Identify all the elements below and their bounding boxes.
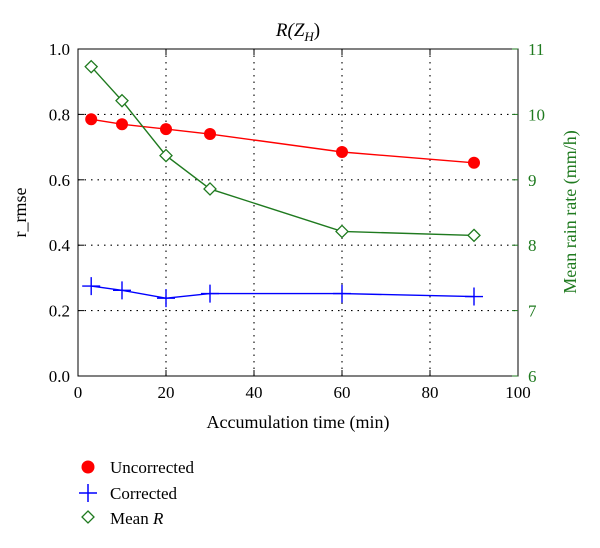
point-corrected [113, 281, 131, 300]
point-corrected [201, 284, 219, 303]
legend-item-uncorrected: Uncorrected [81, 458, 195, 477]
y2-tick-label: 9 [528, 171, 537, 190]
y-tick-label: 0.8 [49, 105, 70, 124]
point-mean-r [335, 224, 349, 239]
legend-label-corrected: Corrected [110, 484, 178, 503]
series-line-uncorrected [91, 118, 475, 164]
y-axis-label: r_rmse [10, 187, 30, 237]
series-layer [82, 59, 483, 308]
y-tick-label: 1.0 [49, 40, 70, 59]
point-mean-r [115, 93, 129, 108]
point-corrected [157, 289, 175, 308]
point-uncorrected [336, 146, 348, 159]
point-uncorrected [160, 123, 172, 136]
x-tick-label: 0 [74, 383, 83, 402]
series-mean-r [84, 59, 481, 243]
x-tick-label: 40 [246, 383, 263, 402]
y2-tick-label: 10 [528, 105, 545, 124]
x-axis-label: Accumulation time (min) [207, 412, 390, 433]
series-corrected [82, 277, 483, 308]
point-uncorrected [468, 156, 480, 169]
legend-label-uncorrected: Uncorrected [110, 458, 195, 477]
point-corrected [333, 284, 351, 303]
x-tick-label: 60 [334, 383, 351, 402]
y-tick-label: 0.4 [49, 236, 71, 255]
series-line-mean-r [90, 66, 475, 237]
point-mean-r [84, 59, 99, 74]
point-uncorrected [116, 118, 128, 131]
y-tick-label: 0.0 [49, 367, 70, 386]
y-tick-label: 0.6 [49, 171, 70, 190]
series-line-corrected [91, 285, 475, 299]
x-tick-label: 80 [422, 383, 439, 402]
x-tick-label: 20 [158, 383, 175, 402]
y-tick-label: 0.2 [49, 302, 70, 321]
legend: Uncorrected Corrected Mean R [79, 458, 195, 528]
legend-label-mean-r: Mean R [110, 509, 164, 528]
point-corrected [82, 277, 101, 296]
y2-tick-label: 7 [528, 302, 537, 321]
legend-marker-corrected [79, 484, 97, 502]
point-uncorrected [204, 128, 216, 141]
point-mean-r [203, 182, 217, 196]
x-tick-label: 100 [505, 383, 531, 402]
legend-item-corrected: Corrected [79, 484, 178, 503]
y2-tick-label: 8 [528, 236, 537, 255]
y2-axis-label: Mean rain rate (mm/h) [560, 130, 581, 293]
chart-title: R(ZH) [275, 20, 320, 44]
series-uncorrected [85, 113, 480, 169]
y2-tick-label: 11 [528, 40, 544, 59]
grid-lines [78, 49, 518, 376]
axis-ticks: 0 20 40 60 80 100 0.0 0.2 0.4 0.6 0.8 1.0 6 7 8 9 10 11 [49, 40, 545, 402]
legend-item-mean-r: Mean R [81, 509, 164, 528]
point-uncorrected [85, 113, 98, 126]
y2-tick-label: 6 [528, 367, 537, 386]
point-corrected [465, 287, 483, 306]
point-mean-r [467, 228, 481, 243]
plot-frame [77, 48, 519, 377]
legend-marker-uncorrected [81, 460, 95, 474]
legend-marker-mean-r [81, 510, 95, 524]
point-mean-r [159, 148, 173, 163]
